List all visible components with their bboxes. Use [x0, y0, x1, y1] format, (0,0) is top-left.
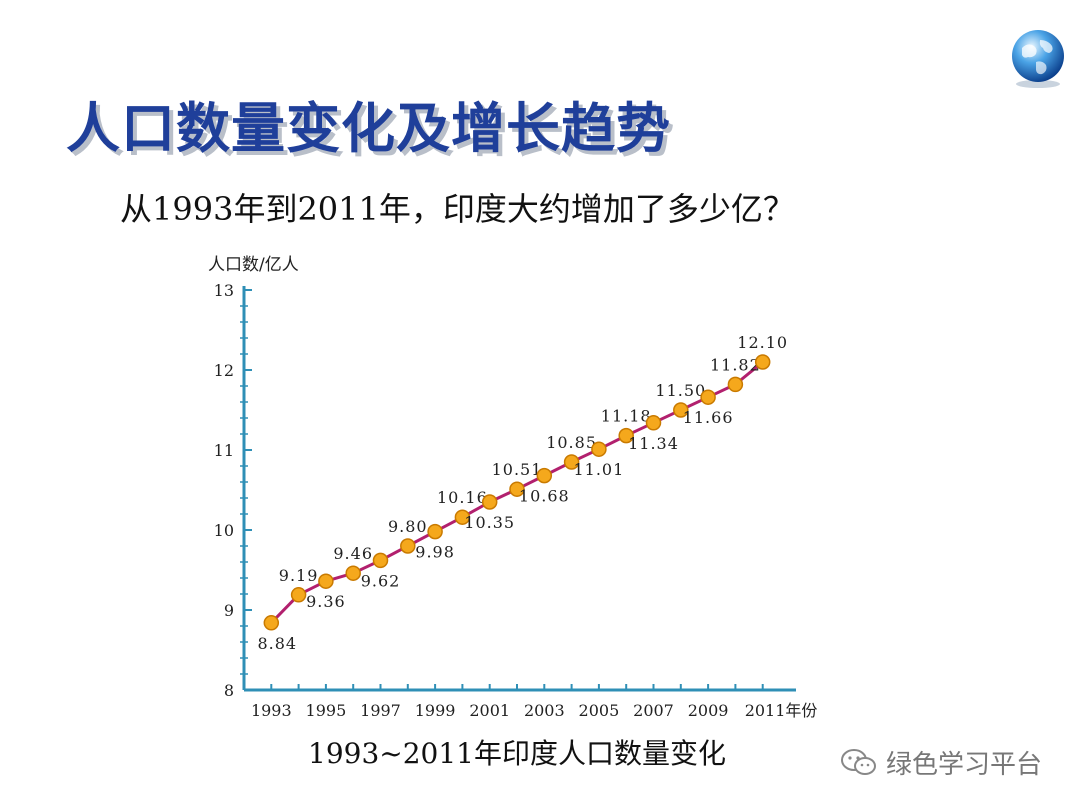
data-point [290, 587, 307, 603]
data-label: 11.50 [655, 381, 706, 400]
data-label: 9.36 [306, 592, 346, 611]
data-point [727, 376, 744, 393]
data-label: 9.80 [388, 517, 428, 536]
data-label: 9.19 [279, 566, 319, 585]
data-point [509, 481, 525, 497]
x-tick-label: 1997 [360, 701, 401, 720]
data-point [754, 354, 771, 370]
data-point [673, 402, 689, 418]
watermark: 绿色学习平台 [840, 744, 1042, 781]
data-point [645, 415, 662, 431]
y-tick-label: 9 [224, 601, 234, 620]
x-tick-label: 2011年份 [745, 701, 818, 720]
data-point [427, 523, 443, 540]
data-label: 11.18 [601, 407, 652, 426]
y-axis-title: 人口数/亿人 [208, 255, 299, 275]
data-label: 10.68 [519, 487, 570, 506]
y-tick-label: 13 [214, 281, 234, 300]
data-point [400, 538, 416, 554]
x-tick-label: 1995 [306, 701, 347, 720]
y-tick-label: 12 [214, 361, 234, 380]
data-point [481, 494, 498, 510]
x-tick-label: 1999 [415, 701, 456, 720]
globe-icon [1012, 30, 1064, 88]
data-point [563, 454, 580, 470]
data-label: 8.84 [257, 634, 297, 653]
data-label: 10.16 [437, 488, 488, 507]
data-label: 12.10 [737, 333, 788, 352]
data-point [318, 573, 334, 589]
data-point [454, 509, 471, 525]
data-point [263, 615, 280, 631]
watermark-text: 绿色学习平台 [886, 750, 1043, 780]
data-point [700, 389, 716, 405]
data-label: 10.85 [546, 433, 597, 452]
data-label: 11.66 [683, 408, 734, 427]
data-point [618, 427, 634, 444]
data-label: 11.34 [628, 434, 679, 453]
x-tick-label: 2003 [524, 701, 565, 720]
data-label: 10.51 [492, 460, 543, 479]
x-tick-label: 1993 [251, 701, 292, 720]
data-label: 9.62 [361, 571, 401, 590]
data-label: 9.98 [415, 543, 455, 562]
y-tick-label: 8 [224, 681, 234, 700]
x-tick-label: 2005 [579, 701, 620, 720]
data-label: 10.35 [464, 513, 515, 532]
data-point [345, 565, 361, 581]
data-label: 9.46 [333, 544, 373, 563]
y-tick-label: 11 [214, 441, 234, 460]
wechat-icon [841, 748, 876, 775]
data-label: 11.01 [573, 460, 624, 479]
data-point [536, 467, 553, 484]
data-label: 11.82 [710, 355, 761, 374]
chart-caption: 1993~2011年印度人口数量变化 [308, 737, 726, 770]
x-tick-label: 2007 [633, 701, 674, 720]
slide-title: 人口数量变化及增长趋势 [66, 97, 671, 160]
data-point [591, 441, 607, 457]
x-tick-label: 2009 [688, 701, 729, 720]
x-tick-label: 2001 [469, 701, 510, 720]
question-text: 从1993年到2011年，印度大约增加了多少亿？ [120, 190, 795, 228]
data-point [372, 552, 389, 569]
y-tick-label: 10 [214, 521, 234, 540]
